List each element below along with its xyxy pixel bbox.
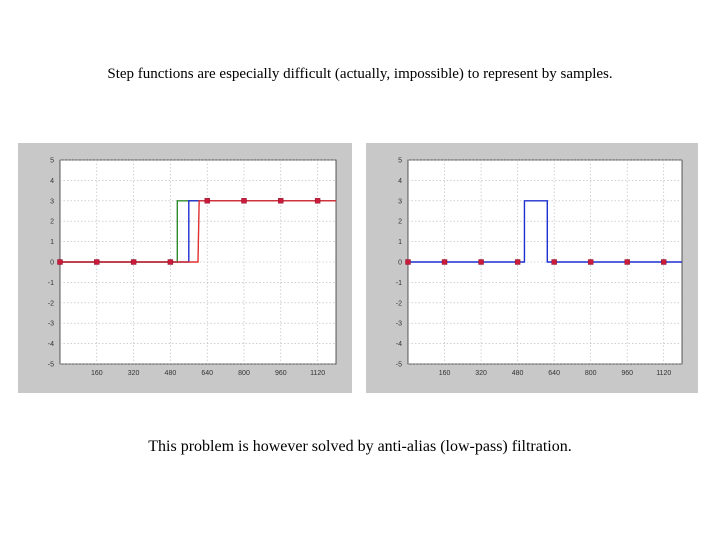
y-tick-label: -1	[48, 280, 54, 287]
y-tick-label: -4	[396, 341, 402, 348]
bottom-caption: This problem is however solved by anti-a…	[148, 438, 572, 455]
x-tick-label: 160	[91, 370, 103, 377]
y-tick-label: 0	[398, 260, 402, 267]
y-tick-label: 2	[398, 219, 402, 226]
x-tick-label: 640	[201, 370, 213, 377]
sample-point	[278, 198, 284, 204]
sample-point	[661, 259, 667, 265]
series-line	[408, 200, 682, 263]
x-tick-label: 960	[621, 370, 633, 377]
y-tick-label: 0	[50, 260, 54, 267]
sample-point	[204, 198, 210, 204]
sample-point	[587, 259, 594, 265]
y-tick-label: 5	[398, 158, 402, 165]
x-tick-label: 320	[128, 370, 140, 377]
y-tick-label: 3	[50, 198, 54, 205]
sample-point	[167, 259, 174, 265]
y-tick-label: -1	[396, 280, 402, 287]
x-tick-label: 160	[439, 370, 451, 377]
y-tick-label: -2	[48, 300, 54, 307]
sample-point	[130, 259, 137, 265]
right-chart-panel: 5 4 3 2 1 0 -1 -2 -3 -4 -5 160 320 480 640 800 960 1120	[366, 143, 698, 393]
x-tick-label: 800	[585, 370, 597, 377]
series-line	[60, 200, 336, 263]
y-tick-label: -4	[48, 341, 54, 348]
y-tick-label: 1	[398, 239, 402, 246]
x-tick-label: 800	[238, 370, 250, 377]
right-chart: 5 4 3 2 1 0 -1 -2 -3 -4 -5 160 320 480 640 800 960 1120	[396, 158, 683, 377]
left-chart-panel: 5 4 3 2 1 0 -1 -2 -3 -4 -5 160 320 480 640 800 960 1120	[18, 143, 352, 393]
sample-point	[441, 259, 448, 265]
sample-point	[514, 259, 521, 265]
sample-point	[478, 259, 484, 265]
x-tick-label: 1120	[310, 370, 325, 377]
y-tick-label: 1	[50, 239, 54, 246]
left-chart: 5 4 3 2 1 0 -1 -2 -3 -4 -5 160 320 480 640 800 960 1120	[48, 158, 337, 377]
sample-point	[57, 259, 63, 265]
y-tick-label: 5	[50, 158, 54, 165]
x-tick-label: 1120	[656, 370, 671, 377]
y-tick-label: -3	[396, 321, 402, 328]
sample-point	[624, 259, 630, 265]
x-tick-label: 480	[165, 370, 177, 377]
x-tick-label: 960	[275, 370, 287, 377]
y-tick-label: -5	[396, 362, 402, 369]
y-tick-label: 3	[398, 198, 402, 205]
top-caption: Step functions are especially difficult …	[107, 66, 613, 82]
x-tick-label: 640	[548, 370, 560, 377]
y-tick-label: 4	[50, 178, 54, 185]
y-tick-label: 4	[398, 178, 402, 185]
sample-point	[551, 259, 557, 265]
x-tick-label: 320	[475, 370, 487, 377]
y-tick-label: 2	[50, 219, 54, 226]
sample-point	[94, 259, 100, 265]
y-tick-label: -3	[48, 321, 54, 328]
sample-point	[314, 198, 321, 204]
x-tick-label: 480	[512, 370, 524, 377]
sample-point	[405, 259, 411, 265]
y-tick-label: -2	[396, 300, 402, 307]
y-tick-label: -5	[48, 362, 54, 369]
sample-point	[241, 198, 247, 204]
